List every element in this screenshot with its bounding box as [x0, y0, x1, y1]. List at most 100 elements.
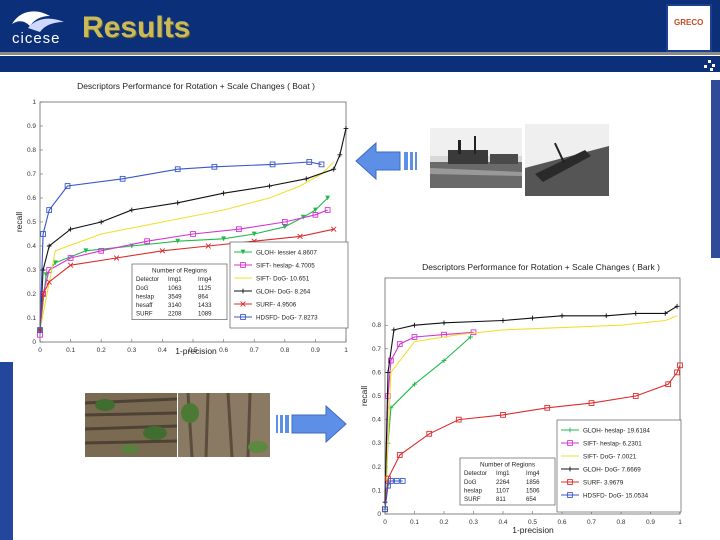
chart-title: Descriptors Performance for Rotation + S… — [77, 81, 315, 91]
x-tick-label: 0.1 — [410, 519, 419, 526]
data-point — [98, 219, 104, 225]
regions-table-cell: 3140 — [168, 302, 182, 309]
x-tick-label: 0.8 — [280, 347, 289, 354]
chart-legend: GLOH- lessier 4.8607 SIFT- heslap- 4.7005… — [229, 241, 349, 329]
axis-ticks: 0 0.1 0.2 0.3 0.4 0.5 0.6 0.7 0.8 0.9 1 0 0.1 0.2 0.3 0… — [372, 322, 682, 526]
y-tick-label: 0.8 — [372, 322, 381, 329]
data-point — [633, 311, 639, 316]
left-accent-bar — [0, 362, 13, 540]
bark-performance-chart: Descriptors Performance for Rotation + S… — [359, 262, 683, 535]
data-point — [221, 190, 226, 196]
x-axis-label: 1-precision — [175, 346, 217, 356]
regions-table-cell: 3549 — [168, 293, 182, 300]
y-tick-label: 0.7 — [372, 346, 381, 353]
data-point — [190, 231, 196, 237]
legend-marker — [240, 249, 246, 255]
boat-performance-chart: Descriptors Performance for Rotation + S… — [14, 81, 349, 356]
data-point — [544, 404, 551, 411]
legend-entry: SURF- 4.9506 — [256, 301, 297, 308]
y-tick-label: 0.6 — [27, 195, 36, 202]
y-tick-label: 0.8 — [27, 147, 36, 154]
left-arrow-icon — [355, 141, 417, 181]
y-tick-label: 0.2 — [27, 291, 36, 298]
data-point — [46, 207, 53, 213]
x-tick-label: 0.2 — [439, 519, 448, 526]
data-point — [674, 303, 680, 309]
legend-entry: GLOH- lessier 4.8607 — [256, 249, 317, 256]
x-tick-label: 1 — [344, 347, 348, 354]
legend-entry: GLOH- DoG- 7.6669 — [583, 466, 641, 473]
regions-table-cell: 1089 — [198, 311, 212, 318]
header-band — [0, 56, 720, 72]
regions-table-box — [459, 457, 556, 506]
x-tick-label: 0.6 — [219, 347, 228, 354]
x-tick-label: 0.7 — [250, 347, 259, 354]
y-tick-label: 0.2 — [372, 464, 381, 471]
regions-table-title: Number of Regions — [152, 268, 207, 275]
regions-table-cell: SURF — [136, 311, 153, 318]
data-point — [175, 200, 181, 206]
regions-table-header: Img1 — [168, 276, 182, 283]
data-point — [603, 313, 609, 319]
y-tick-label: 0.4 — [372, 417, 381, 424]
data-point — [318, 161, 325, 168]
legend-entry: SIFT- heslap- 4.7005 — [256, 262, 315, 269]
data-point — [331, 166, 337, 172]
x-tick-label: 0.3 — [469, 519, 478, 526]
chart-title: Descriptors Performance for Rotation + S… — [422, 262, 660, 272]
data-point — [251, 231, 257, 237]
y-tick-label: 0.3 — [27, 267, 36, 274]
data-point — [396, 452, 403, 458]
data-point — [677, 362, 683, 369]
data-point — [382, 506, 388, 513]
x-tick-label: 0.4 — [498, 519, 507, 526]
y-tick-label: 0.1 — [372, 487, 381, 494]
regions-table-cell: DoG — [136, 285, 149, 292]
partner-logo-text: GRECO — [674, 18, 704, 27]
data-point — [674, 369, 680, 376]
data-point — [412, 381, 417, 387]
regions-table-cell: 654 — [526, 496, 537, 503]
decorative-dots-icon — [704, 60, 715, 71]
x-tick-label: 0.1 — [66, 347, 75, 354]
legend-box — [556, 419, 682, 513]
y-axis-label: recall — [14, 212, 24, 232]
data-point — [343, 126, 349, 131]
data-point — [174, 166, 181, 173]
x-tick-label: 0.8 — [616, 519, 625, 526]
right-arrow-icon — [276, 404, 347, 444]
data-point — [385, 482, 391, 489]
data-point — [441, 358, 447, 363]
data-point — [211, 163, 218, 170]
series-line-2 — [384, 315, 678, 510]
regions-table-cell: 1063 — [168, 285, 182, 292]
data-point — [399, 478, 406, 484]
data-point — [411, 334, 418, 340]
regions-table-header: Detector — [136, 276, 159, 283]
y-tick-label: 0 — [32, 339, 36, 346]
regions-table-box — [131, 263, 228, 320]
regions-table-header: Img4 — [198, 276, 212, 283]
x-tick-label: 0.4 — [158, 347, 167, 354]
regions-table-cell: 811 — [496, 496, 506, 503]
data-point — [632, 393, 639, 399]
legend-marker — [567, 479, 573, 485]
legend-box — [229, 241, 349, 329]
data-point — [426, 430, 433, 437]
data-point — [129, 207, 135, 213]
data-point — [412, 322, 417, 328]
x-tick-label: 0.7 — [587, 519, 596, 526]
x-tick-label: 0.9 — [311, 347, 320, 354]
regions-table-cell: 1107 — [496, 487, 510, 494]
data-point — [324, 207, 331, 213]
boat-image-2 — [525, 124, 609, 196]
data-point — [388, 478, 394, 484]
partner-logo: GRECO — [666, 4, 712, 52]
logo-text: cicese — [12, 30, 61, 47]
data-point — [297, 233, 303, 240]
data-point — [500, 318, 506, 323]
legend-entry: SIFT- heslap- 6.2301 — [583, 440, 642, 447]
legend-marker — [567, 427, 573, 433]
regions-table-cell: DoG — [464, 479, 477, 486]
